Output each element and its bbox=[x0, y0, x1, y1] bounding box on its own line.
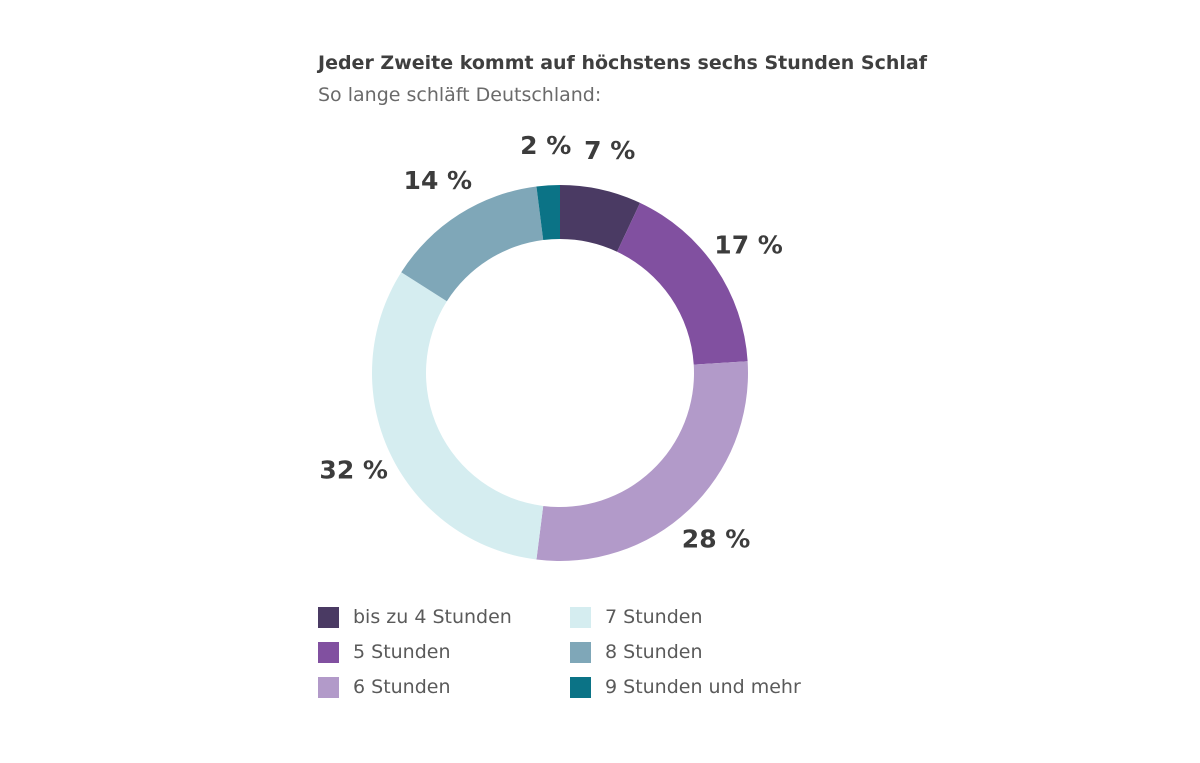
legend-label: bis zu 4 Stunden bbox=[353, 606, 512, 628]
data-label-5-stunden: 17 % bbox=[714, 230, 783, 259]
donut-slices bbox=[371, 185, 748, 562]
slice-6-stunden bbox=[536, 361, 748, 562]
legend-item-6-stunden: 6 Stunden bbox=[318, 674, 451, 700]
legend-swatch bbox=[318, 676, 339, 698]
donut-labels: 7 % 17 % 28 % 32 % 14 % 2 % bbox=[319, 131, 782, 554]
slice-7-stunden bbox=[371, 272, 544, 560]
legend-label: 6 Stunden bbox=[353, 676, 451, 698]
legend-label: 8 Stunden bbox=[605, 641, 703, 663]
data-label-6-stunden: 28 % bbox=[682, 525, 751, 554]
legend-swatch bbox=[570, 641, 591, 663]
legend-item-8-stunden: 8 Stunden bbox=[570, 639, 703, 665]
slice-9-stunden-und-mehr bbox=[536, 185, 560, 241]
legend-item-bis-zu-4-stunden: bis zu 4 Stunden bbox=[318, 604, 512, 630]
slice-5-stunden bbox=[617, 202, 748, 365]
legend-swatch bbox=[570, 676, 591, 698]
legend-item-5-stunden: 5 Stunden bbox=[318, 639, 451, 665]
data-label-bis-zu-4-stunden: 7 % bbox=[584, 136, 635, 165]
legend-item-9-stunden-und-mehr: 9 Stunden und mehr bbox=[570, 674, 801, 700]
legend-swatch bbox=[318, 641, 339, 663]
chart-subtitle: So lange schläft Deutschland: bbox=[318, 84, 602, 106]
legend-item-7-stunden: 7 Stunden bbox=[570, 604, 703, 630]
data-label-7-stunden: 32 % bbox=[319, 456, 388, 485]
legend-label: 7 Stunden bbox=[605, 606, 703, 628]
slice-bis-zu-4-stunden bbox=[560, 185, 641, 252]
legend-label: 5 Stunden bbox=[353, 641, 451, 663]
data-label-9-stunden-und-mehr: 2 % bbox=[520, 131, 571, 160]
legend: bis zu 4 Stunden 5 Stunden 6 Stunden 7 S… bbox=[318, 604, 838, 714]
legend-swatch bbox=[570, 606, 591, 628]
slice-8-stunden bbox=[401, 186, 544, 302]
data-label-8-stunden: 14 % bbox=[404, 166, 473, 195]
legend-swatch bbox=[318, 606, 339, 628]
legend-label: 9 Stunden und mehr bbox=[605, 676, 801, 698]
chart-title: Jeder Zweite kommt auf höchstens sechs S… bbox=[318, 52, 927, 74]
